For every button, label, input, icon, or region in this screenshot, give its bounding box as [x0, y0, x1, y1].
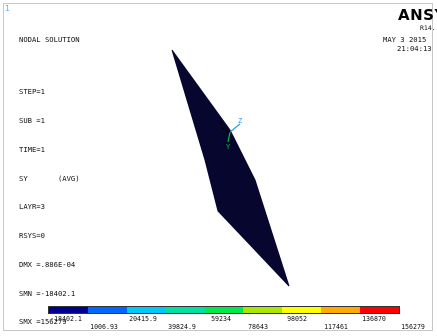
- solution-title: NODAL SOLUTION: [19, 35, 80, 45]
- legend-swatch: [243, 307, 283, 313]
- legend-swatch: [282, 307, 322, 313]
- info-time: TIME=1: [19, 144, 45, 154]
- triad-y-axis: [227, 131, 231, 143]
- info-sub: SUB =1: [19, 115, 45, 125]
- info-step: STEP=1: [19, 87, 45, 97]
- legend-swatch: [360, 307, 400, 313]
- graphics-window-frame: [3, 3, 433, 331]
- legend-swatch: [87, 307, 127, 313]
- info-dmx: DMX =.886E-04: [19, 259, 76, 269]
- triad-x-label: X: [219, 119, 224, 127]
- legend-swatch: [321, 307, 361, 313]
- version-label: R14.: [420, 24, 436, 32]
- legend-swatch: [49, 307, 88, 313]
- coordinate-triad: X Z Y: [219, 117, 242, 151]
- info-smx: SMX =156279: [19, 317, 67, 327]
- info-layer: LAYR=3: [19, 202, 45, 212]
- triad-z-axis: [229, 123, 241, 133]
- solution-info-block: NODAL SOLUTION STEP=1 SUB =1 TIME=1 SY (…: [19, 16, 80, 336]
- time-label: 21:04:13: [397, 44, 432, 53]
- triad-z-label: Z: [238, 117, 242, 125]
- info-smn: SMN =-18402.1: [19, 288, 76, 298]
- plate-element[interactable]: [171, 49, 290, 287]
- info-rsys: RSYS=0: [19, 231, 45, 241]
- info-component: SY (AVG): [19, 173, 80, 183]
- window-number: 1: [5, 4, 11, 13]
- triad-x-axis: [221, 127, 231, 133]
- legend-swatch: [165, 307, 205, 313]
- legend-swatch: [204, 307, 244, 313]
- legend-swatch: [126, 307, 166, 313]
- date-label: MAY 3 2015: [383, 35, 427, 44]
- triad-y-label: Y: [226, 143, 231, 151]
- ansys-logo: ANSYS: [398, 6, 437, 24]
- contour-legend-bar: [48, 306, 400, 314]
